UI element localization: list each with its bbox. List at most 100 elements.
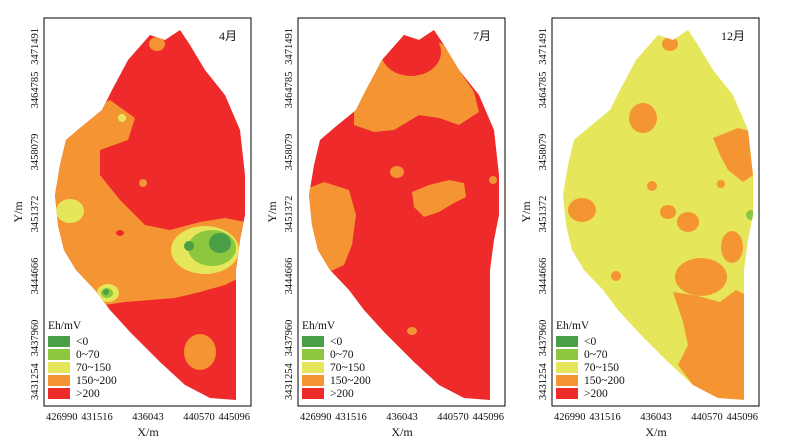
x-tick: 440570	[437, 412, 469, 423]
zone-gt200-spot	[116, 230, 124, 236]
zone-lt0-south	[103, 289, 109, 295]
x-axis: 426990 431516 436043 440570 445096 X/m	[46, 412, 250, 439]
legend-swatch	[556, 336, 578, 347]
legend-title: Eh/mV	[556, 320, 590, 332]
zone-150-200-spot	[647, 181, 657, 191]
y-tick: 3471491	[30, 28, 41, 65]
x-axis-label: X/m	[137, 425, 159, 439]
legend-label: 0~70	[330, 349, 354, 361]
zone-lt0-east	[209, 233, 231, 253]
x-tick: 431516	[335, 412, 367, 423]
y-tick: 3458079	[284, 134, 295, 171]
month-label: 12月	[721, 29, 745, 43]
y-tick: 3444666	[30, 258, 41, 295]
zone-150-200-top	[662, 37, 678, 51]
legend-swatch	[48, 362, 70, 373]
zone-0-70-east	[746, 210, 753, 220]
y-tick: 3437960	[30, 320, 41, 357]
y-tick: 3437960	[538, 320, 549, 357]
legend-label: >200	[76, 388, 100, 400]
legend-swatch	[302, 336, 324, 347]
map-panel-april: 4月 3471491 3464785 3458079 3451372 34446…	[11, 17, 252, 439]
x-tick: 440570	[183, 412, 215, 423]
y-axis-label: Y/m	[519, 201, 533, 223]
legend-swatch	[48, 375, 70, 386]
legend-swatch	[556, 375, 578, 386]
month-label: 4月	[219, 29, 237, 43]
y-tick: 3451372	[538, 196, 549, 233]
legend-label: 0~70	[584, 349, 608, 361]
legend-swatch	[556, 349, 578, 360]
x-tick: 445096	[727, 412, 759, 423]
y-tick: 3451372	[30, 196, 41, 233]
legend-label: 70~150	[76, 362, 111, 374]
zone-150-200-spot	[390, 166, 404, 178]
map-panel-july: 7月 3471491 3464785 3458079 3451372 34446…	[265, 17, 506, 439]
x-axis: 426990 431516 436043 440570 445096 X/m	[554, 412, 758, 439]
zone-70-150-west	[56, 199, 84, 223]
y-tick: 3471491	[284, 28, 295, 65]
legend-swatch	[556, 388, 578, 399]
legend-label: 70~150	[330, 362, 365, 374]
zone-150-200-center	[675, 258, 727, 296]
legend-swatch	[302, 349, 324, 360]
y-tick: 3458079	[30, 134, 41, 171]
legend-label: <0	[330, 336, 342, 348]
x-tick: 436043	[640, 412, 672, 423]
legend-swatch	[302, 388, 324, 399]
zone-150-200-southeast	[673, 290, 748, 400]
x-tick: 445096	[219, 412, 251, 423]
legend-label: >200	[584, 388, 608, 400]
y-axis: 3471491 3464785 3458079 3451372 3444666 …	[265, 28, 295, 400]
zone-150-200-spot	[489, 176, 497, 184]
y-tick: 3437960	[284, 320, 295, 357]
zone-150-200-east	[713, 128, 753, 182]
legend-swatch	[48, 388, 70, 399]
y-tick: 3444666	[284, 258, 295, 295]
zone-150-200-spot	[717, 180, 725, 188]
x-tick: 426990	[46, 412, 78, 423]
x-tick: 426990	[554, 412, 586, 423]
zone-150-200-spot	[139, 179, 147, 187]
y-tick: 3458079	[538, 134, 549, 171]
x-axis-label: X/m	[645, 425, 667, 439]
zone-150-200-west	[568, 198, 596, 222]
x-tick: 436043	[132, 412, 164, 423]
zone-150-200-spot	[407, 327, 417, 335]
zone-150-200-spot	[611, 271, 621, 281]
x-tick: 426990	[300, 412, 332, 423]
map-panel-december: 12月 3471491 3464785 3458079 3451372 3444…	[519, 17, 760, 439]
zone-70-150-north	[118, 114, 126, 122]
x-axis-label: X/m	[391, 425, 413, 439]
legend-label: 0~70	[76, 349, 100, 361]
legend-swatch	[302, 375, 324, 386]
y-tick: 3431254	[538, 363, 549, 401]
legend-swatch	[48, 349, 70, 360]
legend-title: Eh/mV	[48, 320, 82, 332]
y-tick: 3431254	[284, 363, 295, 401]
x-tick: 445096	[473, 412, 505, 423]
y-tick: 3471491	[538, 28, 549, 65]
legend-swatch	[302, 362, 324, 373]
y-tick: 3464785	[538, 72, 549, 109]
legend-label: >200	[330, 388, 354, 400]
legend-title: Eh/mV	[302, 320, 336, 332]
zone-150-200-midright	[721, 231, 743, 263]
x-tick: 431516	[589, 412, 621, 423]
zone-150-200-east	[412, 180, 466, 217]
y-tick: 3451372	[284, 196, 295, 233]
x-tick: 431516	[81, 412, 113, 423]
legend-label: <0	[584, 336, 596, 348]
legend-label: 150~200	[76, 375, 117, 387]
legend-swatch	[556, 362, 578, 373]
y-tick: 3464785	[30, 72, 41, 109]
zone-lt0-mid	[184, 241, 194, 251]
legend-label: 150~200	[330, 375, 371, 387]
y-tick: 3444666	[538, 258, 549, 295]
legend: Eh/mV <0 0~70 70~150 150~200 >200	[556, 320, 625, 400]
legend-label: 150~200	[584, 375, 625, 387]
x-tick: 440570	[691, 412, 723, 423]
legend: Eh/mV <0 0~70 70~150 150~200 >200	[302, 320, 371, 400]
legend-swatch	[48, 336, 70, 347]
